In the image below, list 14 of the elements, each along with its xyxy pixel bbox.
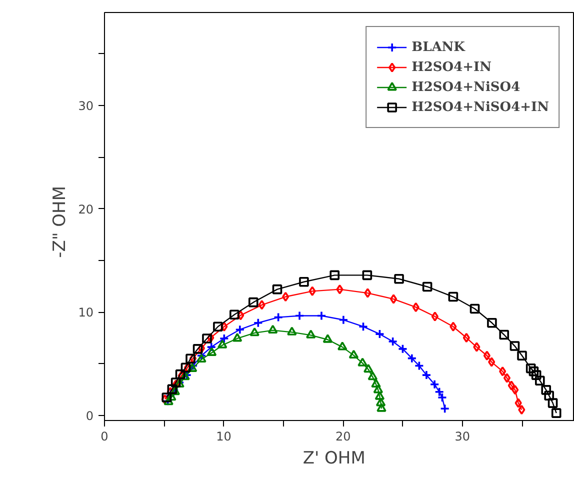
x-tick-label: 30: [454, 430, 470, 444]
legend-label: H2SO4+NiSO4+IN: [412, 100, 549, 114]
y-tick-label: 30: [78, 98, 94, 113]
y-tick-label: 20: [78, 202, 94, 216]
x-tick-label: 0: [100, 430, 108, 444]
legend-label: H2SO4+NiSO4: [412, 80, 520, 94]
x-tick-label: 10: [216, 430, 232, 444]
legend-label: BLANK: [412, 40, 465, 54]
x-tick-label: 20: [335, 430, 351, 444]
y-axis-title: -Z" OHM: [50, 186, 70, 258]
y-tick-label: 10: [78, 306, 94, 320]
legend-label: H2SO4+IN: [412, 60, 492, 74]
y-tick-label: 0: [86, 408, 94, 423]
x-axis-title: Z' OHM: [302, 448, 366, 468]
